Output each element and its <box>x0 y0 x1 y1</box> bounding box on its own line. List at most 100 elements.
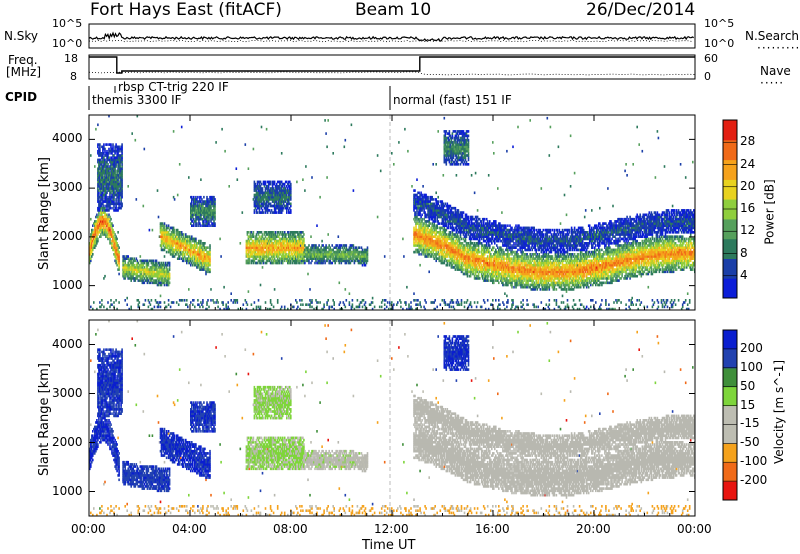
power-cell <box>168 274 171 278</box>
power-cell <box>98 231 100 234</box>
power-cell <box>275 191 278 195</box>
power-cell <box>153 268 156 271</box>
power-cell <box>287 242 289 245</box>
power-cell <box>158 274 161 278</box>
power-cell <box>258 180 261 184</box>
power-cell <box>424 202 426 206</box>
power-cell <box>90 246 92 249</box>
power-cell <box>208 211 210 214</box>
power-cell <box>442 235 445 238</box>
power-cell <box>299 244 301 247</box>
power-cell <box>113 209 115 212</box>
power-cell <box>203 202 205 206</box>
power-cell <box>210 299 212 302</box>
power-cell <box>112 169 114 173</box>
power-cell <box>152 274 155 278</box>
power-cell <box>256 191 259 195</box>
power-cell <box>94 165 96 168</box>
power-cell <box>120 187 122 190</box>
power-cell <box>199 263 201 267</box>
power-cell <box>427 211 429 214</box>
power-cell <box>128 259 130 263</box>
power-cell <box>198 248 200 252</box>
power-cell <box>309 288 311 291</box>
power-cell <box>251 253 254 256</box>
power-cell <box>443 154 446 157</box>
power-cell <box>250 261 253 265</box>
power-cell <box>104 191 106 195</box>
power-cell <box>265 198 268 201</box>
power-cell <box>140 277 143 280</box>
power-cell <box>195 217 197 221</box>
power-cell <box>416 237 418 241</box>
power-cell <box>114 209 116 212</box>
power-cell <box>110 174 112 177</box>
power-cell <box>146 263 149 267</box>
power-cell <box>168 239 171 243</box>
power-cell <box>121 204 123 208</box>
power-cell <box>166 268 169 271</box>
power-cell <box>290 198 292 201</box>
power-cell <box>160 242 163 245</box>
power-cell <box>421 200 423 203</box>
power-cell <box>430 217 432 221</box>
power-cell <box>443 156 446 159</box>
power-cell <box>431 244 433 247</box>
power-cell <box>181 250 184 254</box>
power-cell <box>202 248 204 252</box>
power-cell <box>259 200 262 203</box>
power-cell <box>261 259 264 263</box>
power-cell <box>170 226 173 230</box>
power-cell <box>201 255 203 258</box>
power-cell <box>98 195 100 199</box>
power-cell <box>331 255 333 258</box>
power-cell <box>441 204 444 208</box>
power-cell <box>290 248 292 252</box>
power-cell <box>396 303 398 306</box>
power-cell <box>192 250 194 254</box>
power-cell <box>118 189 120 192</box>
power-cell <box>155 268 158 271</box>
power-cell <box>160 281 163 285</box>
power-cell <box>136 299 139 302</box>
power-cell <box>332 259 334 263</box>
power-cell <box>318 259 320 263</box>
power-cell <box>269 204 272 208</box>
power-cell <box>204 209 206 212</box>
power-cell <box>332 299 334 302</box>
power-cell <box>106 213 108 217</box>
power-cell <box>258 211 261 214</box>
power-cell <box>434 235 436 238</box>
power-cell <box>114 237 116 241</box>
power-cell <box>307 257 309 260</box>
power-cell <box>284 235 287 238</box>
power-cell <box>149 274 152 278</box>
power-cell <box>181 233 184 236</box>
power-cell <box>268 189 271 192</box>
power-cell <box>255 307 258 310</box>
power-cell <box>304 189 306 192</box>
power-cell <box>420 191 422 195</box>
power-cell <box>178 248 181 252</box>
power-cell <box>281 261 284 265</box>
power-cell <box>140 263 143 267</box>
power-cell <box>428 209 430 212</box>
power-cell <box>191 204 193 208</box>
power-cell <box>159 281 162 285</box>
power-cell <box>293 233 295 236</box>
power-cell <box>413 299 415 302</box>
power-cell <box>107 169 109 173</box>
power-cell <box>117 191 119 195</box>
power-cell <box>98 220 100 223</box>
power-cell <box>105 231 107 234</box>
power-cell <box>175 253 178 256</box>
power-cell <box>108 200 110 203</box>
power-cell <box>427 242 429 245</box>
power-cell <box>171 231 174 234</box>
power-cell <box>171 244 174 247</box>
power-cell <box>265 248 268 252</box>
power-cell <box>194 209 196 212</box>
power-cell <box>376 154 379 157</box>
power-cell <box>257 237 260 241</box>
power-cell <box>98 163 100 166</box>
